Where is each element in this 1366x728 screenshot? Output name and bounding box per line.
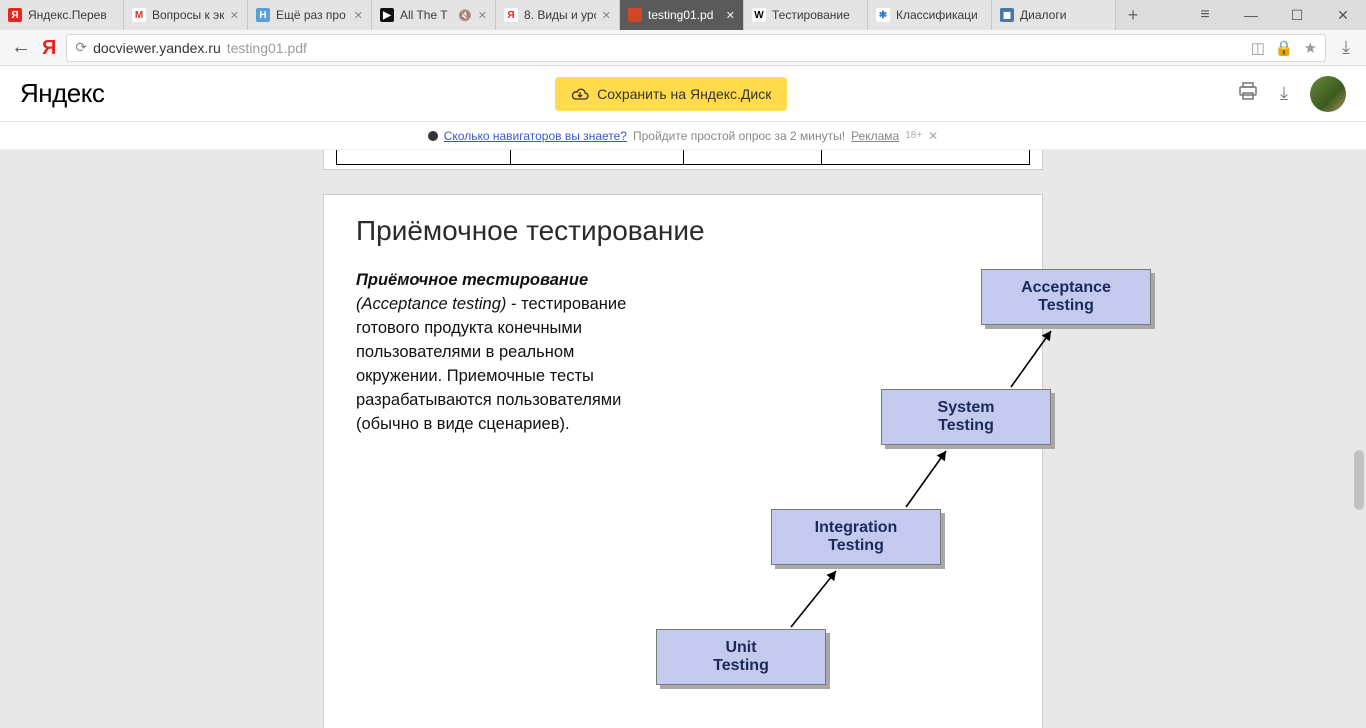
window-maximize-button[interactable]: ☐ [1274,0,1320,30]
window-controls: ≡ — ☐ ✕ [1182,0,1366,30]
ad-text: Пройдите простой опрос за 2 минуты! [633,129,845,143]
tab-favicon-icon: ✱ [876,8,890,22]
testing-pyramid-diagram: AcceptanceTestingSystemTestingIntegratio… [731,269,1010,699]
tab-favicon-icon: H [256,8,270,22]
desc-term: Приёмочное тестирование [356,271,588,289]
desc-translation: (Acceptance testing) [356,295,506,313]
scrollbar-thumb[interactable] [1354,450,1364,510]
browser-tab[interactable]: H Ещё раз про с ✕ [248,0,372,30]
reader-mode-icon[interactable]: ◫ [1251,39,1265,57]
browser-tab[interactable]: ✱ Классификаци [868,0,992,30]
ad-close-icon[interactable]: ✕ [928,129,938,143]
ad-bullet-icon [428,131,438,141]
browser-tab[interactable]: M Вопросы к экз ✕ [124,0,248,30]
url-field[interactable]: ⟳ docviewer.yandex.ru testing01.pdf ◫ 🔒 … [66,34,1326,62]
browser-tab[interactable]: Я Яндекс.Перев [0,0,124,30]
reload-icon[interactable]: ⟳ [75,39,87,56]
tab-label: Яндекс.Перев [28,8,115,22]
desc-body: - тестирование готового продукта конечны… [356,295,626,433]
tab-label: 8. Виды и уро [524,8,596,22]
yandex-wordmark[interactable]: Яндекс [20,78,104,109]
browser-tab[interactable]: testing01.pd ✕ [620,0,744,30]
url-host: docviewer.yandex.ru [93,40,221,56]
tab-favicon-icon: Я [504,8,518,22]
diagram-node-integration: IntegrationTesting [771,509,941,565]
browser-tab[interactable]: Я 8. Виды и уро ✕ [496,0,620,30]
save-to-disk-button[interactable]: Сохранить на Яндекс.Диск [555,77,787,111]
diagram-node-unit: UnitTesting [656,629,826,685]
ad-link[interactable]: Сколько навигаторов вы знаете? [444,129,627,143]
tab-label: Вопросы к экз [152,8,224,22]
download-icon[interactable]: ⤓ [1280,83,1288,104]
tab-favicon-icon: W [752,8,766,22]
tab-favicon-icon: ◼ [1000,8,1014,22]
tab-favicon-icon: ▶ [380,8,394,22]
tab-label: All The T [400,8,452,22]
browser-tab[interactable]: ▶ All The T 🔇 ✕ [372,0,496,30]
tab-close-icon[interactable]: ✕ [602,9,611,22]
tab-close-icon[interactable]: ✕ [478,9,487,22]
docviewer-header: Яндекс Сохранить на Яндекс.Диск ⤓ [0,66,1366,122]
browser-tab-strip: Я Яндекс.Перев M Вопросы к экз ✕ H Ещё раз про… [0,0,1366,30]
address-bar: ← Я ⟳ docviewer.yandex.ru testing01.pdf … [0,30,1366,66]
slide-description: Приёмочное тестирование (Acceptance test… [356,269,646,436]
tab-label: Ещё раз про с [276,8,348,22]
tab-favicon-icon: M [132,8,146,22]
tab-close-icon[interactable]: ✕ [354,9,363,22]
diagram-arrow [785,565,842,633]
site-lock-icon[interactable]: 🔒 [1275,39,1294,57]
tab-favicon-icon [628,8,642,22]
tab-label: testing01.pd [648,8,720,22]
document-viewport: Приёмочное тестирование Приёмочное тести… [0,150,1366,728]
tab-close-icon[interactable]: ✕ [230,9,239,22]
slide-title: Приёмочное тестирование [356,215,1010,247]
diagram-arrow [1005,325,1057,393]
bookmark-star-icon[interactable]: ★ [1304,39,1317,57]
cloud-download-icon [571,87,589,101]
browser-tab[interactable]: ◼ Диалоги [992,0,1116,30]
url-path: testing01.pdf [227,40,307,56]
tab-label: Диалоги [1020,8,1107,22]
pdf-page-previous [323,150,1043,170]
nav-back-button[interactable]: ← [10,36,32,59]
window-minimize-button[interactable]: — [1228,0,1274,30]
pdf-page-current: Приёмочное тестирование Приёмочное тести… [323,194,1043,728]
tab-close-icon[interactable]: ✕ [726,9,735,22]
tab-label: Классификаци [896,8,983,22]
page-scrollbar[interactable] [1352,150,1366,728]
diagram-node-system: SystemTesting [881,389,1051,445]
diagram-arrow [900,445,952,513]
downloads-icon[interactable]: ⤓ [1336,37,1356,58]
browser-menu-button[interactable]: ≡ [1182,0,1228,30]
browser-tab[interactable]: W Тестирование [744,0,868,30]
window-close-button[interactable]: ✕ [1320,0,1366,30]
tab-label: Тестирование [772,8,859,22]
ad-tag[interactable]: Реклама [851,129,899,143]
new-tab-button[interactable]: + [1116,0,1150,30]
print-icon[interactable] [1238,82,1258,105]
save-button-label: Сохранить на Яндекс.Диск [597,86,771,102]
tab-favicon-icon: Я [8,8,22,22]
ad-banner: Сколько навигаторов вы знаете? Пройдите … [0,122,1366,150]
tab-mute-icon[interactable]: 🔇 [458,9,472,22]
yandex-logo-icon[interactable]: Я [42,38,56,58]
ad-age-badge: 18+ [905,130,922,141]
diagram-node-acceptance: AcceptanceTesting [981,269,1151,325]
user-avatar[interactable] [1310,76,1346,112]
